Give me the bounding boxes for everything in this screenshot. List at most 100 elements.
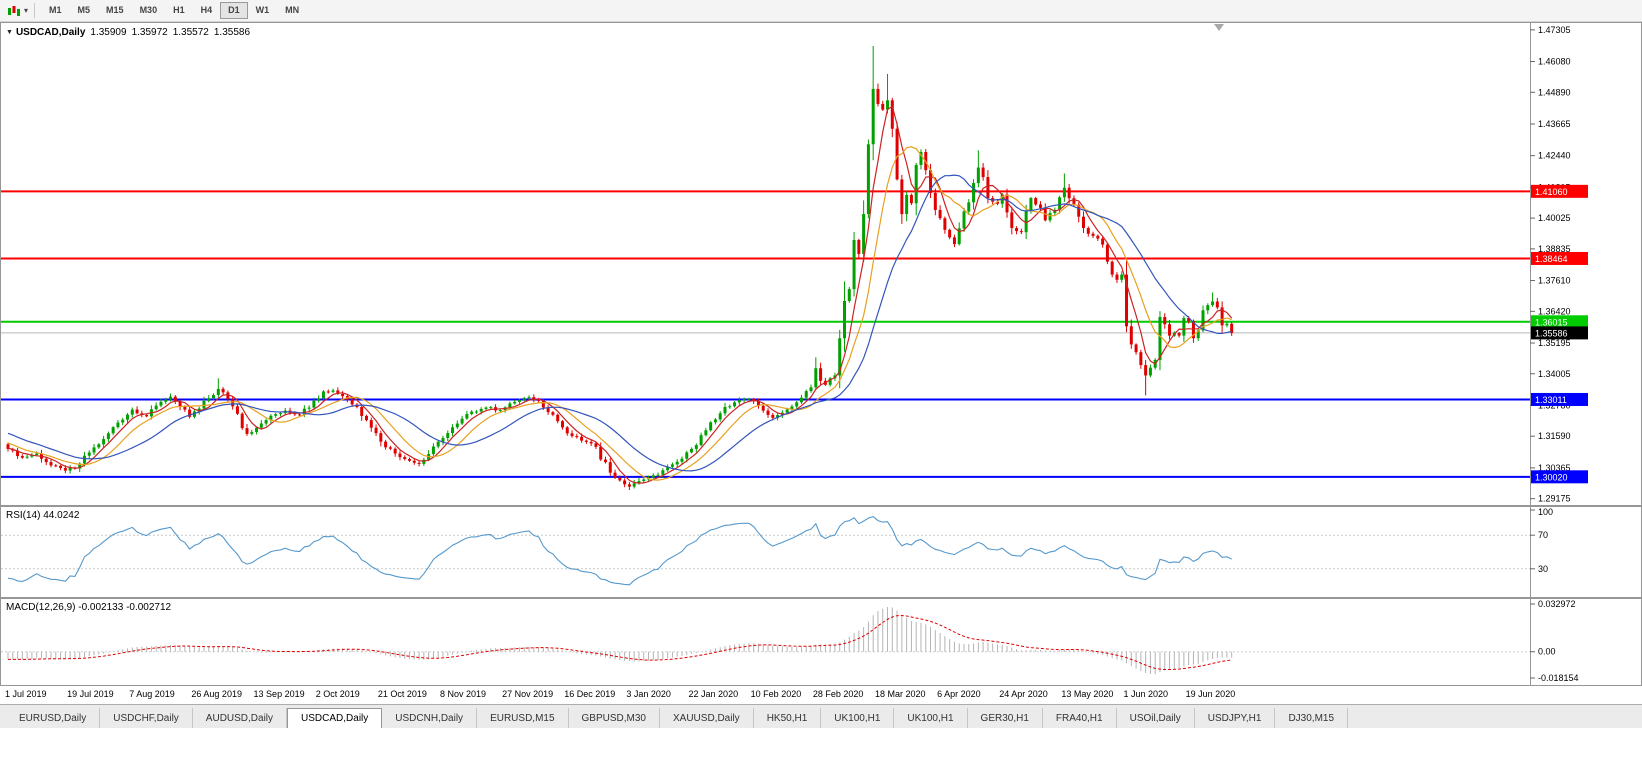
price-badge [1531, 392, 1588, 406]
price-badge-label: 1.33011 [1535, 395, 1567, 405]
ohlc-high: 1.35972 [131, 27, 168, 38]
price-badge [1531, 326, 1588, 340]
macd-histogram [7, 607, 1233, 675]
chart-tab-fra40-h1[interactable]: FRA40,H1 [1043, 708, 1117, 728]
date-label: 13 Sep 2019 [253, 689, 305, 699]
toolbar-separator [34, 3, 36, 18]
ohlc-close: 1.35586 [213, 27, 251, 38]
horizontal-levels[interactable] [1, 190, 1530, 478]
date-label: 24 Apr 2020 [999, 689, 1048, 699]
price-tick-label: 1.40025 [1538, 213, 1571, 223]
chart-window: 1.473051.460801.448901.436651.424401.412… [0, 22, 1642, 704]
date-label: 10 Feb 2020 [750, 689, 802, 699]
date-label: 6 Apr 2020 [937, 689, 981, 699]
timeframe-m30[interactable]: M30 [132, 2, 166, 19]
price-tick-label: 1.38835 [1538, 244, 1571, 254]
price-tick-label: 1.37610 [1538, 276, 1571, 286]
price-tick-label: 1.42440 [1538, 151, 1571, 161]
price-badge-label: 1.30020 [1535, 472, 1568, 482]
price-tick-label: 1.46080 [1538, 57, 1571, 67]
chart-title: ▼ USDCAD,Daily 1.35909 1.35972 1.35572 1.3558… [6, 27, 250, 38]
chart-tab-uk100-h1[interactable]: UK100,H1 [821, 708, 895, 728]
chart-tab-eurusd-daily[interactable]: EURUSD,Daily [6, 708, 101, 728]
price-tick-label: 1.44890 [1538, 87, 1571, 97]
chart-tabbar: EURUSD,Daily USDCHF,Daily AUDUSD,Daily USDC… [0, 704, 1642, 728]
chart-shift-marker-icon [1214, 24, 1224, 31]
rsi-label: RSI(14) 44.0242 [6, 510, 80, 521]
rsi-level-label: 70 [1538, 530, 1548, 540]
timeframe-m15[interactable]: M15 [98, 2, 132, 19]
macd-label: MACD(12,26,9) -0.002133 -0.002712 [6, 602, 172, 613]
chart-tab-usoil-daily[interactable]: USOil,Daily [1117, 708, 1195, 728]
price-badge-label: 1.35586 [1535, 328, 1568, 338]
date-label: 27 Nov 2019 [502, 689, 554, 699]
macd-level-label: -0.018154 [1538, 673, 1579, 683]
symbol-list-caret-icon[interactable]: ▼ [6, 29, 13, 36]
date-label: 21 Oct 2019 [377, 689, 427, 699]
chart-tab-usdchf-daily[interactable]: USDCHF,Daily [100, 708, 193, 728]
date-label: 1 Jun 2020 [1123, 689, 1169, 699]
timeframe-h4[interactable]: H4 [193, 2, 221, 19]
chart-tab-ger30-h1[interactable]: GER30,H1 [968, 708, 1043, 728]
candles [6, 46, 1234, 491]
price-badge [1531, 184, 1588, 198]
timeframe-group: M1 M5 M15 M30 H1 H4 D1 W1 MN [41, 2, 307, 19]
macd-panel[interactable]: 0.032972 0.00 -0.018154 [0, 598, 1642, 686]
rsi-line [7, 515, 1232, 586]
date-label: 13 May 2020 [1061, 689, 1114, 699]
rsi-panel[interactable]: 100 70 30 [0, 506, 1642, 598]
timeframe-h1[interactable]: H1 [165, 2, 193, 19]
main-price-chart[interactable]: 1.473051.460801.448901.436651.424401.412… [0, 22, 1642, 506]
price-badge-label: 1.38464 [1535, 254, 1568, 264]
price-badge-label: 1.36015 [1535, 317, 1568, 327]
date-label: 16 Dec 2019 [564, 689, 616, 699]
chart-type-caret-icon[interactable]: ▾ [24, 6, 29, 15]
rsi-level-label: 30 [1538, 564, 1548, 574]
chart-tab-hk50-h1[interactable]: HK50,H1 [754, 708, 822, 728]
price-badge [1531, 470, 1588, 484]
chart-tab-gbpusd-m30[interactable]: GBPUSD,M30 [569, 708, 660, 728]
chart-tab-usdjpy-h1[interactable]: USDJPY,H1 [1195, 708, 1276, 728]
symbol-name: USDCAD,Daily [15, 27, 86, 38]
date-label: 22 Jan 2020 [688, 689, 739, 699]
chart-tab-xauusd-daily[interactable]: XAUUSD,Daily [660, 708, 754, 728]
price-badge [1531, 315, 1588, 329]
date-axis[interactable]: 1 Jul 2019 19 Jul 2019 7 Aug 2019 26 Aug 20… [0, 686, 1642, 704]
timeframe-m5[interactable]: M5 [70, 2, 99, 19]
price-tick-label: 1.36420 [1538, 306, 1571, 316]
timeframe-d1[interactable]: D1 [220, 2, 248, 19]
timeframe-w1[interactable]: W1 [248, 2, 278, 19]
chart-tab-uk100-h1[interactable]: UK100,H1 [894, 708, 968, 728]
macd-level-label: 0.00 [1538, 647, 1556, 657]
date-label: 26 Aug 2019 [191, 689, 242, 699]
price-tick-label: 1.43665 [1538, 119, 1571, 129]
date-label: 2 Oct 2019 [315, 689, 360, 699]
chart-tab-usdcad-daily[interactable]: USDCAD,Daily [287, 708, 383, 728]
chart-tab-eurusd-m15[interactable]: EURUSD,M15 [477, 708, 569, 728]
date-label: 18 Mar 2020 [874, 689, 926, 699]
timeframe-mn[interactable]: MN [277, 2, 307, 19]
price-tick-label: 1.29175 [1538, 494, 1571, 504]
ma-line-20 [7, 174, 1232, 472]
price-badge [1531, 251, 1588, 265]
price-tick-label: 1.47305 [1538, 25, 1571, 35]
date-label: 8 Nov 2019 [439, 689, 487, 699]
date-label: 28 Feb 2020 [812, 689, 864, 699]
chart-type-icon[interactable] [7, 4, 21, 18]
chart-tab-usdcnh-daily[interactable]: USDCNH,Daily [382, 708, 478, 728]
chart-tab-audusd-daily[interactable]: AUDUSD,Daily [193, 708, 288, 728]
ma-line-10 [7, 146, 1232, 481]
date-label: 1 Jul 2019 [5, 689, 47, 699]
date-label: 3 Jan 2020 [626, 689, 671, 699]
price-tick-label: 1.31590 [1538, 431, 1571, 441]
timeframe-m1[interactable]: M1 [41, 2, 70, 19]
chart-tab-dj30-m15[interactable]: DJ30,M15 [1275, 708, 1349, 728]
price-badge-label: 1.41060 [1535, 187, 1568, 197]
rsi-level-label: 100 [1538, 507, 1553, 517]
price-tick-label: 1.35195 [1538, 338, 1571, 348]
macd-level-label: 0.032972 [1538, 599, 1576, 609]
ohlc-open: 1.35909 [90, 27, 127, 38]
date-label: 7 Aug 2019 [129, 689, 175, 699]
price-tick-label: 1.30365 [1538, 463, 1571, 473]
